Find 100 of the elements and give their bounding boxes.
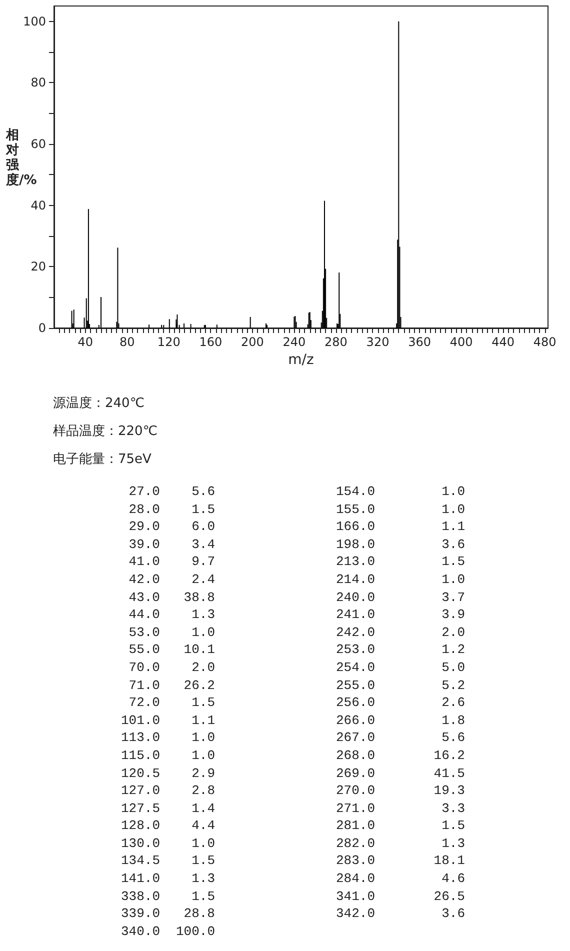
text: 41.0 <box>128 554 160 572</box>
text: 115.0 <box>120 748 160 765</box>
text: 268.0 <box>334 748 375 765</box>
text: 3.4 <box>190 536 215 554</box>
y-tick-label: 40 <box>30 198 46 212</box>
text: 28.8 <box>182 906 215 924</box>
text: 242.0 <box>334 624 375 642</box>
text: 19.3 <box>432 783 465 800</box>
y-tick-label: 20 <box>30 260 46 274</box>
text: 2.9 <box>190 766 215 782</box>
text: 41.5 <box>432 766 465 782</box>
text: 4.6 <box>440 871 465 888</box>
text: 271.0 <box>334 800 375 818</box>
text: 5.2 <box>440 678 465 695</box>
text: 127.5 <box>120 800 160 818</box>
text: 282.0 <box>334 836 375 853</box>
text: 42.0 <box>128 572 160 589</box>
text: 1.3 <box>190 607 215 624</box>
text: 339.0 <box>120 906 160 924</box>
text: 256.0 <box>334 695 375 712</box>
text: 2.8 <box>190 783 215 800</box>
text: 1.1 <box>440 519 465 536</box>
text: 1.5 <box>190 888 215 906</box>
text: 3.6 <box>440 906 465 924</box>
text: 266.0 <box>334 712 375 730</box>
text: 3.3 <box>440 800 465 818</box>
text: 2.0 <box>440 624 465 642</box>
text: 71.0 <box>128 678 160 695</box>
text: 18.1 <box>432 853 465 870</box>
y-tick-label: 0 <box>38 321 46 335</box>
text: 1.0 <box>440 572 465 589</box>
y-tick-label: 100 <box>23 14 46 28</box>
text: 2.6 <box>440 695 465 712</box>
text: 198.0 <box>334 536 375 554</box>
x-tick-label: 480 <box>533 335 556 349</box>
text: 29.0 <box>128 519 160 536</box>
y-tick-label: 60 <box>30 137 46 151</box>
y-tick-label: 80 <box>30 76 46 90</box>
text: 253.0 <box>334 642 375 660</box>
text: 101.0 <box>120 712 160 730</box>
text: 5.6 <box>190 484 215 501</box>
text: 267.0 <box>334 730 375 748</box>
text: 1.0 <box>190 836 215 853</box>
text: 4.4 <box>190 818 215 836</box>
x-tick-label: 440 <box>492 335 515 349</box>
text: 241.0 <box>334 607 375 624</box>
text: 1.5 <box>440 818 465 836</box>
x-tick-label: 40 <box>78 335 93 349</box>
text: 电子能量：75eV <box>53 451 152 468</box>
text: 113.0 <box>120 730 160 748</box>
text: 9.7 <box>190 554 215 572</box>
text: 127.0 <box>120 783 160 800</box>
text: 283.0 <box>334 853 375 870</box>
x-tick-label: 400 <box>450 335 473 349</box>
x-tick-label: 200 <box>240 335 264 349</box>
text: 72.0 <box>128 695 160 712</box>
text: 10.1 <box>182 642 215 660</box>
text: 340.0 <box>120 924 160 941</box>
text: 源温度：240℃ <box>53 395 144 412</box>
text: 120.5 <box>120 766 160 782</box>
text: 16.2 <box>432 748 465 765</box>
text: 1.1 <box>190 712 215 730</box>
text: 254.0 <box>334 660 375 677</box>
x-tick-label: 280 <box>324 335 348 349</box>
text: 342.0 <box>334 906 375 924</box>
x-tick-label: 240 <box>282 335 306 349</box>
text: 27.0 <box>128 484 160 501</box>
text: 6.0 <box>190 519 215 536</box>
text: 128.0 <box>120 818 160 836</box>
text: 26.2 <box>182 678 215 695</box>
text: 3.9 <box>440 607 465 624</box>
text: 2.0 <box>190 660 215 677</box>
x-tick-label: 120 <box>157 335 180 349</box>
text: 284.0 <box>334 871 375 888</box>
text: 1.5 <box>190 853 215 870</box>
text: 100.0 <box>174 924 215 941</box>
text: 1.8 <box>440 712 465 730</box>
text: 43.0 <box>128 590 160 607</box>
text: 26.5 <box>432 888 465 906</box>
text: 38.8 <box>182 590 215 607</box>
text: 154.0 <box>334 484 375 501</box>
x-tick-label: 320 <box>366 335 390 349</box>
text: 281.0 <box>334 818 375 836</box>
text: 53.0 <box>128 624 160 642</box>
text: 1.4 <box>190 800 215 818</box>
text: 213.0 <box>334 554 375 572</box>
text: 39.0 <box>128 536 160 554</box>
text: 1.0 <box>190 730 215 748</box>
text: 130.0 <box>120 836 160 853</box>
text: 1.0 <box>440 484 465 501</box>
text: 1.2 <box>440 642 465 660</box>
text: 1.0 <box>190 624 215 642</box>
text: 270.0 <box>334 783 375 800</box>
text: 28.0 <box>128 502 160 519</box>
x-tick-label: 160 <box>199 335 222 349</box>
text: 255.0 <box>334 678 375 695</box>
text: 341.0 <box>334 888 375 906</box>
x-axis-title: m/z <box>288 352 314 368</box>
text: 70.0 <box>128 660 160 677</box>
text: 5.6 <box>440 730 465 748</box>
